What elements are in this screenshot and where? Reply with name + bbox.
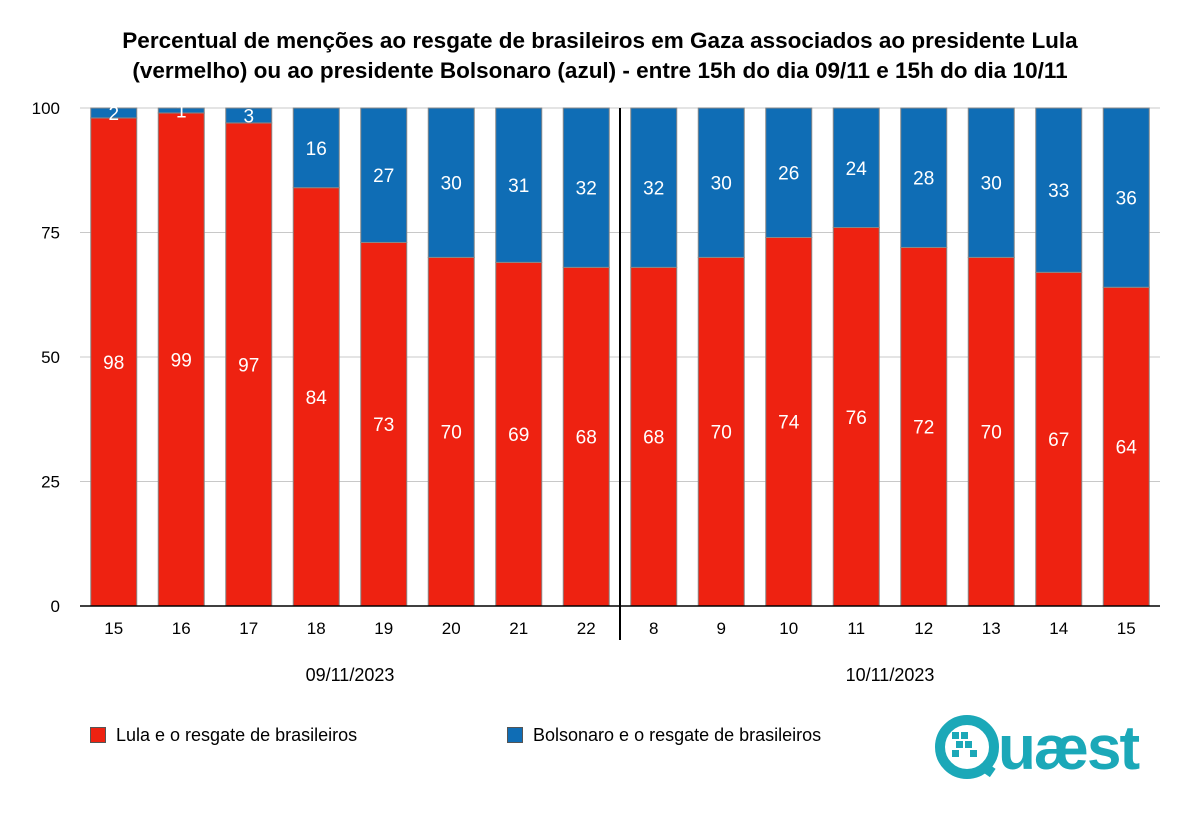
data-label-bolsonaro: 30 <box>441 174 462 195</box>
x-group-label-1: 09/11/2023 <box>306 665 395 685</box>
data-label-lula: 97 <box>238 355 259 376</box>
bar-bolsonaro <box>562 107 610 268</box>
data-label-bolsonaro: 3 <box>243 106 254 127</box>
x-tick-label: 16 <box>172 619 191 638</box>
legend-swatch-bolsonaro <box>507 727 523 743</box>
chart-title: Percentual de menções ao resgate de bras… <box>0 26 1200 86</box>
bar-bolsonaro <box>630 107 678 268</box>
bar-bolsonaro <box>225 107 273 124</box>
x-tick-label: 21 <box>509 619 528 638</box>
data-label-lula: 64 <box>1116 438 1138 459</box>
data-label-lula: 70 <box>441 423 462 444</box>
legend-label-lula: Lula e o resgate de brasileiros <box>116 724 358 745</box>
data-label-lula: 76 <box>846 408 867 429</box>
bar-bolsonaro <box>360 107 408 243</box>
bar-lula <box>562 266 610 607</box>
x-tick-label: 18 <box>307 619 326 638</box>
data-label-lula: 84 <box>306 388 328 409</box>
bar-lula <box>630 266 678 607</box>
data-label-lula: 70 <box>711 423 732 444</box>
x-tick-label: 13 <box>982 619 1001 638</box>
x-tick-label: 20 <box>442 619 461 638</box>
bar-lula <box>157 112 205 607</box>
data-label-bolsonaro: 24 <box>846 159 868 180</box>
bar-bolsonaro <box>697 107 745 258</box>
bar-lula <box>360 241 408 607</box>
data-label-bolsonaro: 30 <box>981 174 1002 195</box>
quaest-logo-mark: uæst <box>935 714 1141 783</box>
y-tick-label: 25 <box>41 473 60 492</box>
quaest-logo: uæst <box>932 712 1162 787</box>
y-tick-label: 50 <box>41 348 60 367</box>
data-label-bolsonaro: 26 <box>778 164 799 185</box>
y-tick-label: 100 <box>32 99 60 118</box>
data-label-bolsonaro: 1 <box>176 101 187 122</box>
data-label-lula: 73 <box>373 415 394 436</box>
bar-bolsonaro <box>157 107 205 114</box>
chart-title-line-2: (vermelho) ou ao presidente Bolsonaro (a… <box>132 58 1068 83</box>
data-label-bolsonaro: 27 <box>373 166 394 187</box>
data-label-lula: 67 <box>1048 430 1069 451</box>
y-tick-label: 75 <box>41 224 60 243</box>
x-group-label-2: 10/11/2023 <box>846 665 935 685</box>
data-label-bolsonaro: 2 <box>108 104 119 125</box>
bar-lula <box>967 256 1015 607</box>
legend-swatch-lula <box>90 727 106 743</box>
x-tick-label: 15 <box>104 619 123 638</box>
data-label-bolsonaro: 28 <box>913 169 934 190</box>
bar-lula <box>90 117 138 607</box>
data-label-lula: 98 <box>103 353 124 374</box>
bar-bolsonaro <box>1102 107 1150 288</box>
legend-item-lula: Lula e o resgate de brasileiros <box>90 723 357 747</box>
bar-bolsonaro <box>765 107 813 238</box>
data-label-bolsonaro: 16 <box>306 139 327 160</box>
data-label-lula: 74 <box>778 413 800 434</box>
bar-bolsonaro <box>900 107 948 248</box>
x-tick-label: 14 <box>1049 619 1068 638</box>
x-tick-label: 17 <box>239 619 258 638</box>
data-label-bolsonaro: 33 <box>1048 181 1069 202</box>
legend-item-bolsonaro: Bolsonaro e o resgate de brasileiros <box>507 723 821 747</box>
x-tick-label: 12 <box>914 619 933 638</box>
bar-bolsonaro <box>967 107 1015 258</box>
data-label-bolsonaro: 31 <box>508 176 529 197</box>
bar-lula <box>1035 271 1083 607</box>
x-tick-label: 8 <box>649 619 658 638</box>
y-tick-label: 0 <box>51 597 60 616</box>
data-label-lula: 68 <box>643 428 664 449</box>
x-tick-label: 10 <box>779 619 798 638</box>
chart-title-line-1: Percentual de menções ao resgate de bras… <box>122 28 1078 53</box>
bar-bolsonaro <box>427 107 475 258</box>
x-tick-label: 19 <box>374 619 393 638</box>
data-label-bolsonaro: 36 <box>1116 189 1137 210</box>
bar-lula <box>292 187 340 607</box>
bar-bolsonaro <box>90 107 138 119</box>
x-tick-label: 9 <box>717 619 726 638</box>
bar-lula <box>225 122 273 607</box>
data-label-lula: 69 <box>508 425 529 446</box>
bar-lula <box>427 256 475 607</box>
x-tick-label: 15 <box>1117 619 1136 638</box>
bar-lula <box>697 256 745 607</box>
bar-bolsonaro <box>1035 107 1083 273</box>
x-tick-label: 22 <box>577 619 596 638</box>
x-tick-label: 11 <box>847 619 865 638</box>
data-label-lula: 70 <box>981 423 1002 444</box>
data-label-bolsonaro: 32 <box>643 179 664 200</box>
bar-lula <box>832 227 880 607</box>
bar-bolsonaro <box>292 107 340 189</box>
legend-label-bolsonaro: Bolsonaro e o resgate de brasileiros <box>533 724 822 745</box>
bar-bolsonaro <box>495 107 543 263</box>
bar-bolsonaro <box>832 107 880 229</box>
data-label-bolsonaro: 32 <box>576 179 597 200</box>
bar-lula <box>900 246 948 607</box>
data-label-lula: 99 <box>171 350 192 371</box>
data-label-bolsonaro: 30 <box>711 174 732 195</box>
data-label-lula: 72 <box>913 418 934 439</box>
svg-text:uæst: uæst <box>998 714 1139 782</box>
data-label-lula: 68 <box>576 428 597 449</box>
